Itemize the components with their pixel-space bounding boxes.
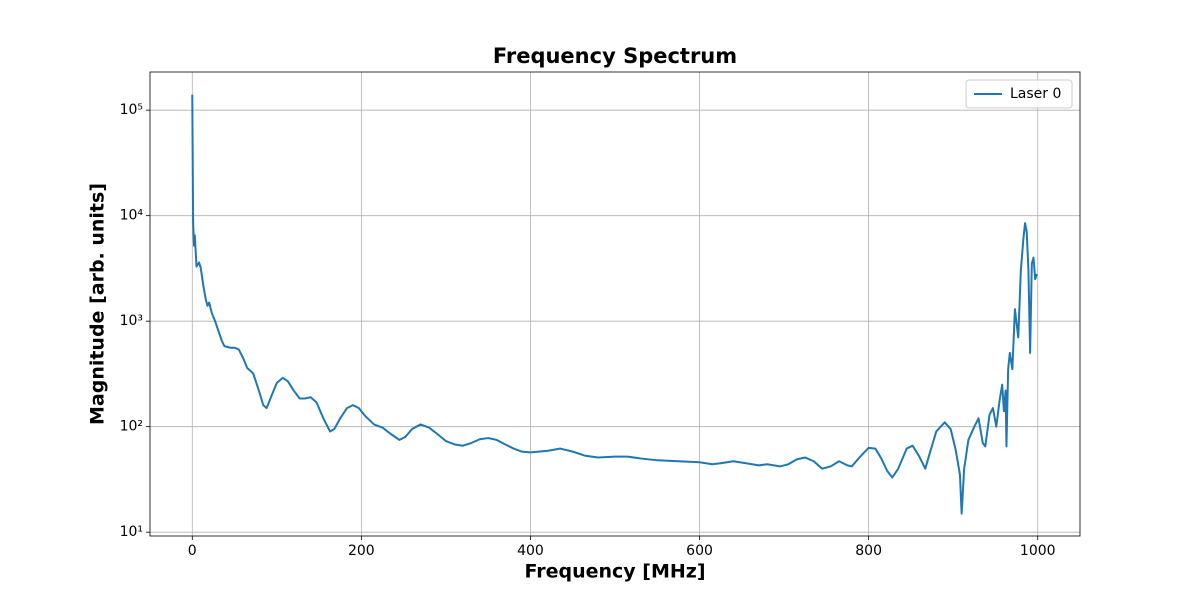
y-tick-label: 10¹ bbox=[120, 524, 143, 540]
legend-label: Laser 0 bbox=[1010, 86, 1061, 102]
y-tick-label: 10² bbox=[120, 419, 143, 435]
x-tick-label: 0 bbox=[188, 543, 197, 559]
x-tick-label: 1000 bbox=[1020, 543, 1056, 559]
x-tick-label: 200 bbox=[348, 543, 375, 559]
y-tick-label: 10³ bbox=[120, 313, 143, 329]
y-axis-label: Magnitude [arb. units] bbox=[87, 183, 109, 425]
data-line bbox=[191, 94, 1038, 515]
x-tick-label: 400 bbox=[517, 543, 544, 559]
chart-title: Frequency Spectrum bbox=[493, 44, 737, 68]
x-tick-label: 800 bbox=[855, 543, 882, 559]
x-axis-label: Frequency [MHz] bbox=[524, 561, 705, 583]
y-tick-label: 10⁴ bbox=[120, 208, 144, 224]
x-tick-label: 600 bbox=[686, 543, 713, 559]
plot-frame bbox=[149, 71, 1081, 537]
y-tick-label: 10⁵ bbox=[120, 102, 143, 118]
legend-box bbox=[965, 79, 1073, 109]
